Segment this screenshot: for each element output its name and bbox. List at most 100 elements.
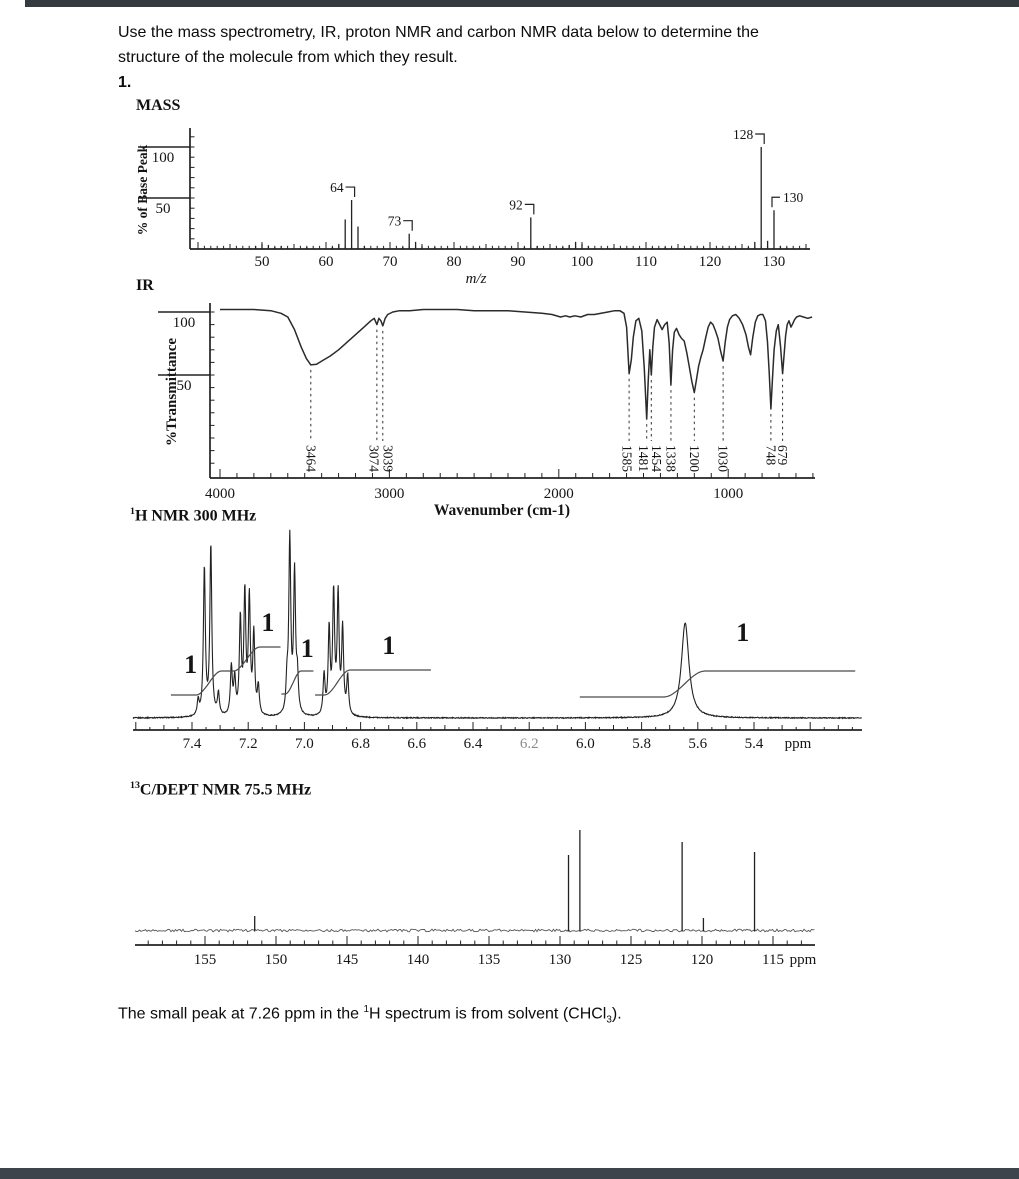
- h1-title-text: H NMR 300 MHz: [134, 507, 257, 525]
- mass-x-axis-label: m/z: [466, 271, 487, 287]
- svg-text:748: 748: [763, 445, 778, 466]
- svg-text:70: 70: [383, 254, 398, 270]
- svg-text:1: 1: [301, 634, 314, 663]
- svg-text:50: 50: [177, 378, 192, 394]
- svg-text:% of Base Peak: % of Base Peak: [135, 144, 150, 235]
- svg-text:125: 125: [620, 952, 643, 968]
- svg-text:1: 1: [382, 631, 395, 660]
- svg-text:1030: 1030: [716, 445, 731, 472]
- c13-peaks: [254, 830, 756, 932]
- intro-line-2: structure of the molecule from which the…: [118, 49, 458, 66]
- mass-peak-label: 73: [388, 214, 413, 231]
- svg-text:50: 50: [156, 201, 171, 217]
- svg-text:7.2: 7.2: [239, 736, 258, 752]
- mass-peak-label: 92: [509, 197, 535, 215]
- svg-text:1000: 1000: [713, 486, 743, 502]
- intro-line-1: Use the mass spectrometry, IR, proton NM…: [118, 24, 759, 41]
- h1-title-superscript: 1: [130, 506, 135, 517]
- ir-spectrum-plot: 4000 3000 2000 1000 100 50%Transmittance Waven…: [158, 303, 815, 519]
- svg-text:6.4: 6.4: [464, 736, 483, 752]
- svg-text:3464: 3464: [303, 445, 318, 472]
- svg-text:135: 135: [478, 952, 501, 968]
- solvent-footnote: The small peak at 7.26 ppm in the 1H spe…: [118, 1004, 622, 1026]
- svg-text:3000: 3000: [374, 486, 404, 502]
- svg-text:150: 150: [265, 952, 288, 968]
- svg-text:1: 1: [184, 650, 197, 679]
- svg-text:120: 120: [699, 254, 722, 270]
- svg-text:50: 50: [255, 254, 270, 270]
- ir-section-title: IR: [136, 277, 154, 294]
- mass-peak-label: 130: [771, 190, 804, 208]
- h1-integral-labels: 111 1 1: [184, 608, 749, 679]
- svg-text:64: 64: [330, 180, 344, 195]
- mass-peak-label: 128: [733, 127, 765, 144]
- mass-spectrum-plot: 50 60 70 80 90 100 110 120 130 100 50 % of Base Pea…: [135, 127, 810, 287]
- c13-nmr-plot: 155 150 145 140 135 130 125 120 115 ppm: [134, 830, 817, 968]
- svg-text:115: 115: [762, 952, 784, 968]
- mass-peak-label: 64: [330, 180, 356, 198]
- svg-text:1: 1: [736, 618, 749, 647]
- h1-ppm-label: ppm: [785, 736, 812, 752]
- footnote-superscript: 1: [363, 1004, 369, 1015]
- top-border-strip: [25, 0, 1019, 7]
- c13-baseline-noise: [134, 928, 815, 933]
- svg-text:92: 92: [509, 197, 523, 212]
- svg-text:679: 679: [775, 445, 790, 466]
- svg-text:120: 120: [691, 952, 714, 968]
- svg-text:7.0: 7.0: [295, 736, 314, 752]
- svg-text:6.8: 6.8: [351, 736, 370, 752]
- svg-text:100: 100: [571, 254, 594, 270]
- svg-text:140: 140: [407, 952, 430, 968]
- svg-text:60: 60: [319, 254, 334, 270]
- c13-ppm-label: ppm: [790, 952, 817, 968]
- svg-text:6.6: 6.6: [407, 736, 426, 752]
- svg-text:1585: 1585: [620, 445, 635, 472]
- svg-text:6.0: 6.0: [576, 736, 595, 752]
- svg-text:130: 130: [783, 190, 804, 205]
- svg-text:3074: 3074: [366, 445, 381, 472]
- svg-text:5.4: 5.4: [745, 736, 764, 752]
- svg-text:7.4: 7.4: [183, 736, 202, 752]
- mass-y-axis-label: % of Base Peak: [135, 144, 150, 235]
- c13-title-superscript: 13: [130, 780, 140, 791]
- mass-section-title: MASS: [136, 97, 181, 114]
- bottom-border-strip: [0, 1168, 1019, 1179]
- footnote-pre: The small peak at 7.26 ppm in the: [118, 1005, 364, 1023]
- ir-y-axis-label: %Transmittance: [164, 338, 180, 446]
- svg-text:1338: 1338: [663, 445, 678, 472]
- problem-number: 1.: [118, 74, 132, 91]
- footnote-subscript: 3: [606, 1014, 612, 1026]
- ir-curve: [220, 308, 813, 420]
- svg-text:128: 128: [733, 127, 754, 142]
- svg-text:145: 145: [336, 952, 359, 968]
- svg-text:80: 80: [447, 254, 462, 270]
- footnote-post: ).: [611, 1005, 622, 1023]
- h1-integral-traces: [170, 646, 856, 698]
- svg-text:6.2: 6.2: [520, 736, 539, 752]
- footnote-mid: H spectrum is from solvent (CHCl: [368, 1005, 607, 1023]
- svg-text:5.8: 5.8: [632, 736, 651, 752]
- svg-text:73: 73: [388, 214, 402, 229]
- h1-spectrum-trace: [132, 529, 862, 720]
- mass-peaks: [254, 147, 788, 249]
- svg-text:100: 100: [152, 150, 175, 166]
- svg-text:1200: 1200: [687, 445, 702, 472]
- h1-nmr-section-title: 1H NMR 300 MHz: [130, 506, 256, 525]
- svg-text:1: 1: [261, 608, 274, 637]
- svg-text:130: 130: [763, 254, 786, 270]
- svg-text:5.6: 5.6: [688, 736, 707, 752]
- svg-text:2000: 2000: [544, 486, 574, 502]
- svg-text:4000: 4000: [205, 486, 235, 502]
- c13-nmr-section-title: 13C/DEPT NMR 75.5 MHz: [130, 780, 311, 799]
- svg-text:1454: 1454: [649, 445, 664, 472]
- svg-text:130: 130: [549, 952, 572, 968]
- ir-x-axis-label: Wavenumber (cm-1): [434, 502, 570, 519]
- svg-text:155: 155: [194, 952, 217, 968]
- svg-text:1481: 1481: [636, 445, 651, 472]
- svg-text:100: 100: [173, 315, 196, 331]
- intro-text: Use the mass spectrometry, IR, proton NM…: [118, 20, 878, 95]
